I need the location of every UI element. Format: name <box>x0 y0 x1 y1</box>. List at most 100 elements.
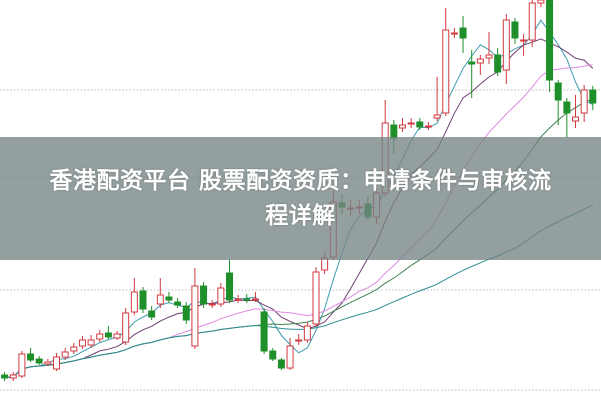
candle <box>208 300 216 308</box>
candle-body <box>139 290 147 310</box>
candle <box>416 118 424 130</box>
candle <box>148 306 156 320</box>
candle <box>312 267 320 327</box>
candle-body <box>53 356 60 370</box>
candle <box>9 372 17 381</box>
candle-body <box>303 325 311 341</box>
candle-body <box>226 272 233 301</box>
candle <box>27 348 35 362</box>
candle <box>520 34 528 56</box>
candle-body <box>27 353 35 361</box>
candle-body <box>546 0 554 81</box>
candle-body <box>442 29 450 114</box>
candle <box>511 18 519 44</box>
candle-body <box>182 305 190 321</box>
candle <box>468 50 476 98</box>
candle-body <box>416 121 424 128</box>
candle-body <box>243 298 251 301</box>
candle-body <box>87 339 95 346</box>
candle-body <box>407 122 415 125</box>
candle-body <box>122 312 130 343</box>
candle-body <box>96 333 104 340</box>
candle <box>165 292 173 303</box>
candle <box>122 308 130 345</box>
candle-body <box>295 339 303 342</box>
candle-body <box>502 19 510 71</box>
candle <box>191 268 199 349</box>
candle-body <box>286 345 294 369</box>
candle-body <box>156 294 164 305</box>
candle-body <box>399 124 406 129</box>
candle-body <box>433 114 441 119</box>
candle-body <box>277 359 285 369</box>
candle <box>269 348 277 361</box>
candle <box>217 283 225 307</box>
candle-body <box>450 32 458 35</box>
candle-body <box>580 89 588 114</box>
candle-body <box>35 358 43 364</box>
candle-body <box>174 301 182 306</box>
candle <box>200 282 208 308</box>
candle-body <box>1 374 9 379</box>
candle-body <box>251 298 259 301</box>
title-banner: 香港配资平台 股票配资资质：申请条件与审核流 程详解 <box>0 137 601 260</box>
candle <box>303 322 311 343</box>
candle-body <box>70 346 78 352</box>
candle <box>399 118 406 132</box>
candle <box>537 0 545 7</box>
candle-body <box>18 353 26 377</box>
candle-body <box>61 351 69 358</box>
candle <box>1 372 9 381</box>
candle <box>234 295 242 303</box>
candle <box>53 353 60 371</box>
candle <box>113 331 121 340</box>
title-line-2: 程详解 <box>265 202 336 229</box>
candle <box>580 85 588 122</box>
candle <box>243 294 251 303</box>
candle-body <box>485 54 493 59</box>
candle <box>407 118 415 128</box>
candle-body <box>104 332 112 338</box>
candle-body <box>312 271 320 325</box>
candle <box>70 343 78 354</box>
candle <box>485 32 493 64</box>
candle-body <box>44 361 52 365</box>
candle <box>476 55 484 75</box>
title-line-1: 香港配资平台 股票配资资质：申请条件与审核流 <box>49 167 552 194</box>
candle-body <box>424 125 432 128</box>
candle <box>35 356 43 365</box>
candle-body <box>165 296 173 301</box>
candle <box>44 359 52 366</box>
candle-body <box>520 39 528 42</box>
candle <box>104 326 112 339</box>
candle <box>433 77 441 121</box>
candle-body <box>554 82 562 101</box>
candle <box>502 14 510 84</box>
candle <box>18 351 26 378</box>
candle <box>528 0 536 47</box>
candle <box>139 287 147 313</box>
candle <box>459 16 467 53</box>
candle <box>563 98 571 138</box>
candle <box>286 338 294 370</box>
candle <box>572 95 579 128</box>
candle-body <box>260 311 268 352</box>
candle <box>96 330 104 342</box>
candle-body <box>191 285 199 347</box>
candle <box>156 278 164 308</box>
candle-body <box>217 287 225 305</box>
candle-body <box>511 21 519 39</box>
candle <box>450 28 458 38</box>
candle-body <box>78 339 86 347</box>
candle <box>277 358 285 370</box>
candle <box>174 298 182 308</box>
candle <box>251 292 259 302</box>
candle <box>260 308 268 354</box>
candle <box>589 86 597 110</box>
candle-body <box>494 54 502 73</box>
candle <box>442 8 450 116</box>
candle-body <box>589 89 597 104</box>
candle <box>295 334 303 345</box>
candle <box>182 302 190 324</box>
candle-body <box>459 27 467 39</box>
